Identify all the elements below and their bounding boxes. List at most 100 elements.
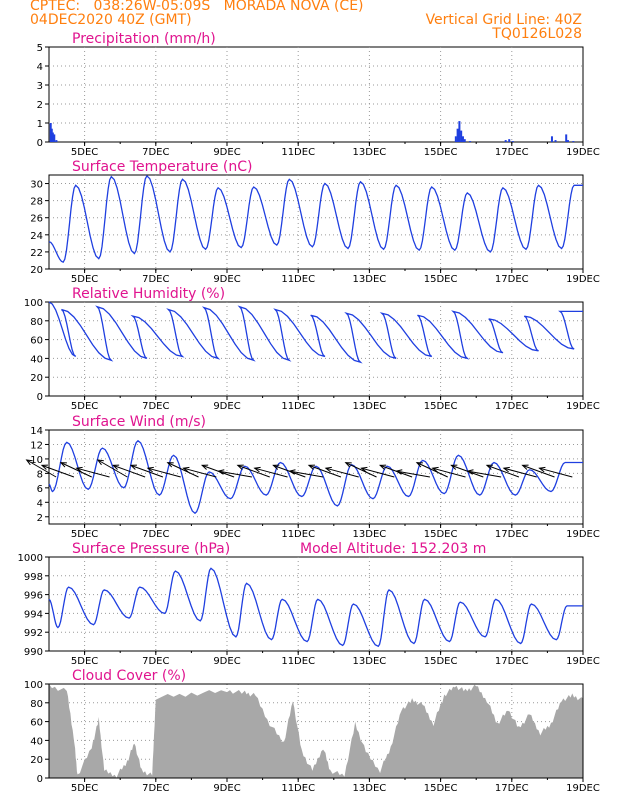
header-grid-line: Vertical Grid Line: 40Z <box>425 12 582 28</box>
precip-bar <box>572 141 575 142</box>
x-tick-label: 11DEC <box>281 401 315 412</box>
x-tick-label: 5DEC <box>71 274 98 285</box>
x-tick-label: 9DEC <box>213 274 240 285</box>
header-date: 04DEC2020 40Z (GMT) <box>30 12 192 28</box>
series-line <box>48 174 583 264</box>
precip-bar <box>456 128 459 142</box>
x-tick-label: 11DEC <box>281 783 315 794</box>
precip-bar <box>565 134 568 142</box>
precip-bar <box>454 136 457 142</box>
x-tick-label: 9DEC <box>213 147 240 158</box>
precip-bar <box>511 141 514 142</box>
y-tick-label: 10 <box>30 455 43 466</box>
x-tick-label: 19DEC <box>566 529 600 540</box>
y-tick-label: 998 <box>24 572 43 583</box>
x-tick-label: 9DEC <box>213 656 240 667</box>
x-tick-label: 7DEC <box>142 401 169 412</box>
wind-arrow <box>40 464 75 478</box>
wind-arrow <box>485 464 520 478</box>
precip-bar <box>53 134 56 142</box>
x-tick-label: 15DEC <box>424 656 458 667</box>
y-tick-label: 1 <box>37 119 43 130</box>
x-tick-label: 13DEC <box>353 401 387 412</box>
wind-arrow <box>146 466 181 478</box>
wind-arrow <box>253 466 288 478</box>
y-tick-label: 20 <box>30 265 43 276</box>
y-tick-label: 0 <box>37 138 43 149</box>
header-model: TQ0126L028 <box>492 26 582 42</box>
y-tick-label: 4 <box>37 498 43 509</box>
y-tick-label: 0 <box>37 774 43 785</box>
panel-5: Surface Pressure (hPa) Model Altitude: 15… <box>18 541 600 667</box>
wind-arrow <box>324 466 359 478</box>
y-tick-label: 26 <box>30 214 43 225</box>
cloud-area <box>49 684 583 778</box>
wind-arrow <box>395 469 431 478</box>
y-tick-label: 996 <box>24 591 43 602</box>
wind-arrow <box>166 462 199 478</box>
y-tick-label: 80 <box>30 699 43 710</box>
x-tick-label: 15DEC <box>424 783 458 794</box>
y-tick-label: 990 <box>24 647 43 658</box>
panel-3: Relative Humidity (%) 0 20 40 60 80 100 5DEC 7DE… <box>24 286 600 412</box>
wind-arrow <box>415 462 448 478</box>
wind-arrow <box>59 462 92 478</box>
y-tick-label: 4 <box>37 62 43 73</box>
wind-arrow <box>288 469 324 478</box>
x-tick-label: 15DEC <box>424 274 458 285</box>
x-tick-label: 17DEC <box>495 401 529 412</box>
x-tick-label: 13DEC <box>353 147 387 158</box>
x-tick-label: 17DEC <box>495 274 529 285</box>
y-tick-label: 100 <box>24 680 43 691</box>
x-tick-label: 9DEC <box>213 401 240 412</box>
x-tick-label: 17DEC <box>495 656 529 667</box>
y-tick-label: 14 <box>30 426 43 437</box>
wind-arrow <box>217 469 253 478</box>
plot-frame <box>48 429 584 525</box>
y-tick-label: 28 <box>30 197 43 208</box>
wind-arrow <box>236 464 270 478</box>
wind-arrow <box>75 466 110 478</box>
precip-bar <box>50 128 53 142</box>
wind-arrow <box>307 464 342 478</box>
plot-frame-top <box>48 683 584 779</box>
x-tick-label: 5DEC <box>71 783 98 794</box>
y-tick-label: 0 <box>37 392 43 403</box>
x-tick-label: 19DEC <box>566 401 600 412</box>
wind-arrow <box>431 466 466 478</box>
x-tick-label: 7DEC <box>142 656 169 667</box>
wind-arrow <box>96 459 128 478</box>
x-tick-label: 5DEC <box>71 147 98 158</box>
x-tick-label: 5DEC <box>71 401 98 412</box>
x-tick-label: 7DEC <box>142 783 169 794</box>
plot-frame <box>48 556 584 652</box>
y-tick-label: 2 <box>37 513 43 524</box>
y-tick-label: 24 <box>30 231 43 242</box>
y-tick-label: 40 <box>30 354 43 365</box>
wind-arrow <box>502 466 537 478</box>
plot-frame <box>48 46 584 143</box>
y-tick-label: 1000 <box>18 553 43 564</box>
wind-arrow <box>344 462 377 478</box>
y-tick-label: 20 <box>30 373 43 384</box>
panel-title: Relative Humidity (%) <box>72 286 225 302</box>
x-tick-label: 19DEC <box>566 274 600 285</box>
x-tick-label: 5DEC <box>71 529 98 540</box>
x-tick-label: 9DEC <box>213 783 240 794</box>
y-tick-label: 60 <box>30 718 43 729</box>
wind-arrow <box>360 466 395 478</box>
x-tick-label: 11DEC <box>281 274 315 285</box>
x-tick-label: 15DEC <box>424 529 458 540</box>
precip-bar <box>566 140 569 142</box>
wind-arrow <box>538 466 573 478</box>
header-station: CPTEC: 038:26W-05:09S MORADA NOVA (CE) <box>30 0 364 14</box>
series-line <box>48 301 583 364</box>
x-tick-label: 17DEC <box>495 529 529 540</box>
wind-arrow <box>129 464 164 478</box>
x-tick-label: 7DEC <box>142 147 169 158</box>
x-tick-label: 19DEC <box>566 147 600 158</box>
precip-bar <box>463 139 466 142</box>
x-tick-label: 13DEC <box>353 274 387 285</box>
wind-arrow <box>521 464 555 478</box>
